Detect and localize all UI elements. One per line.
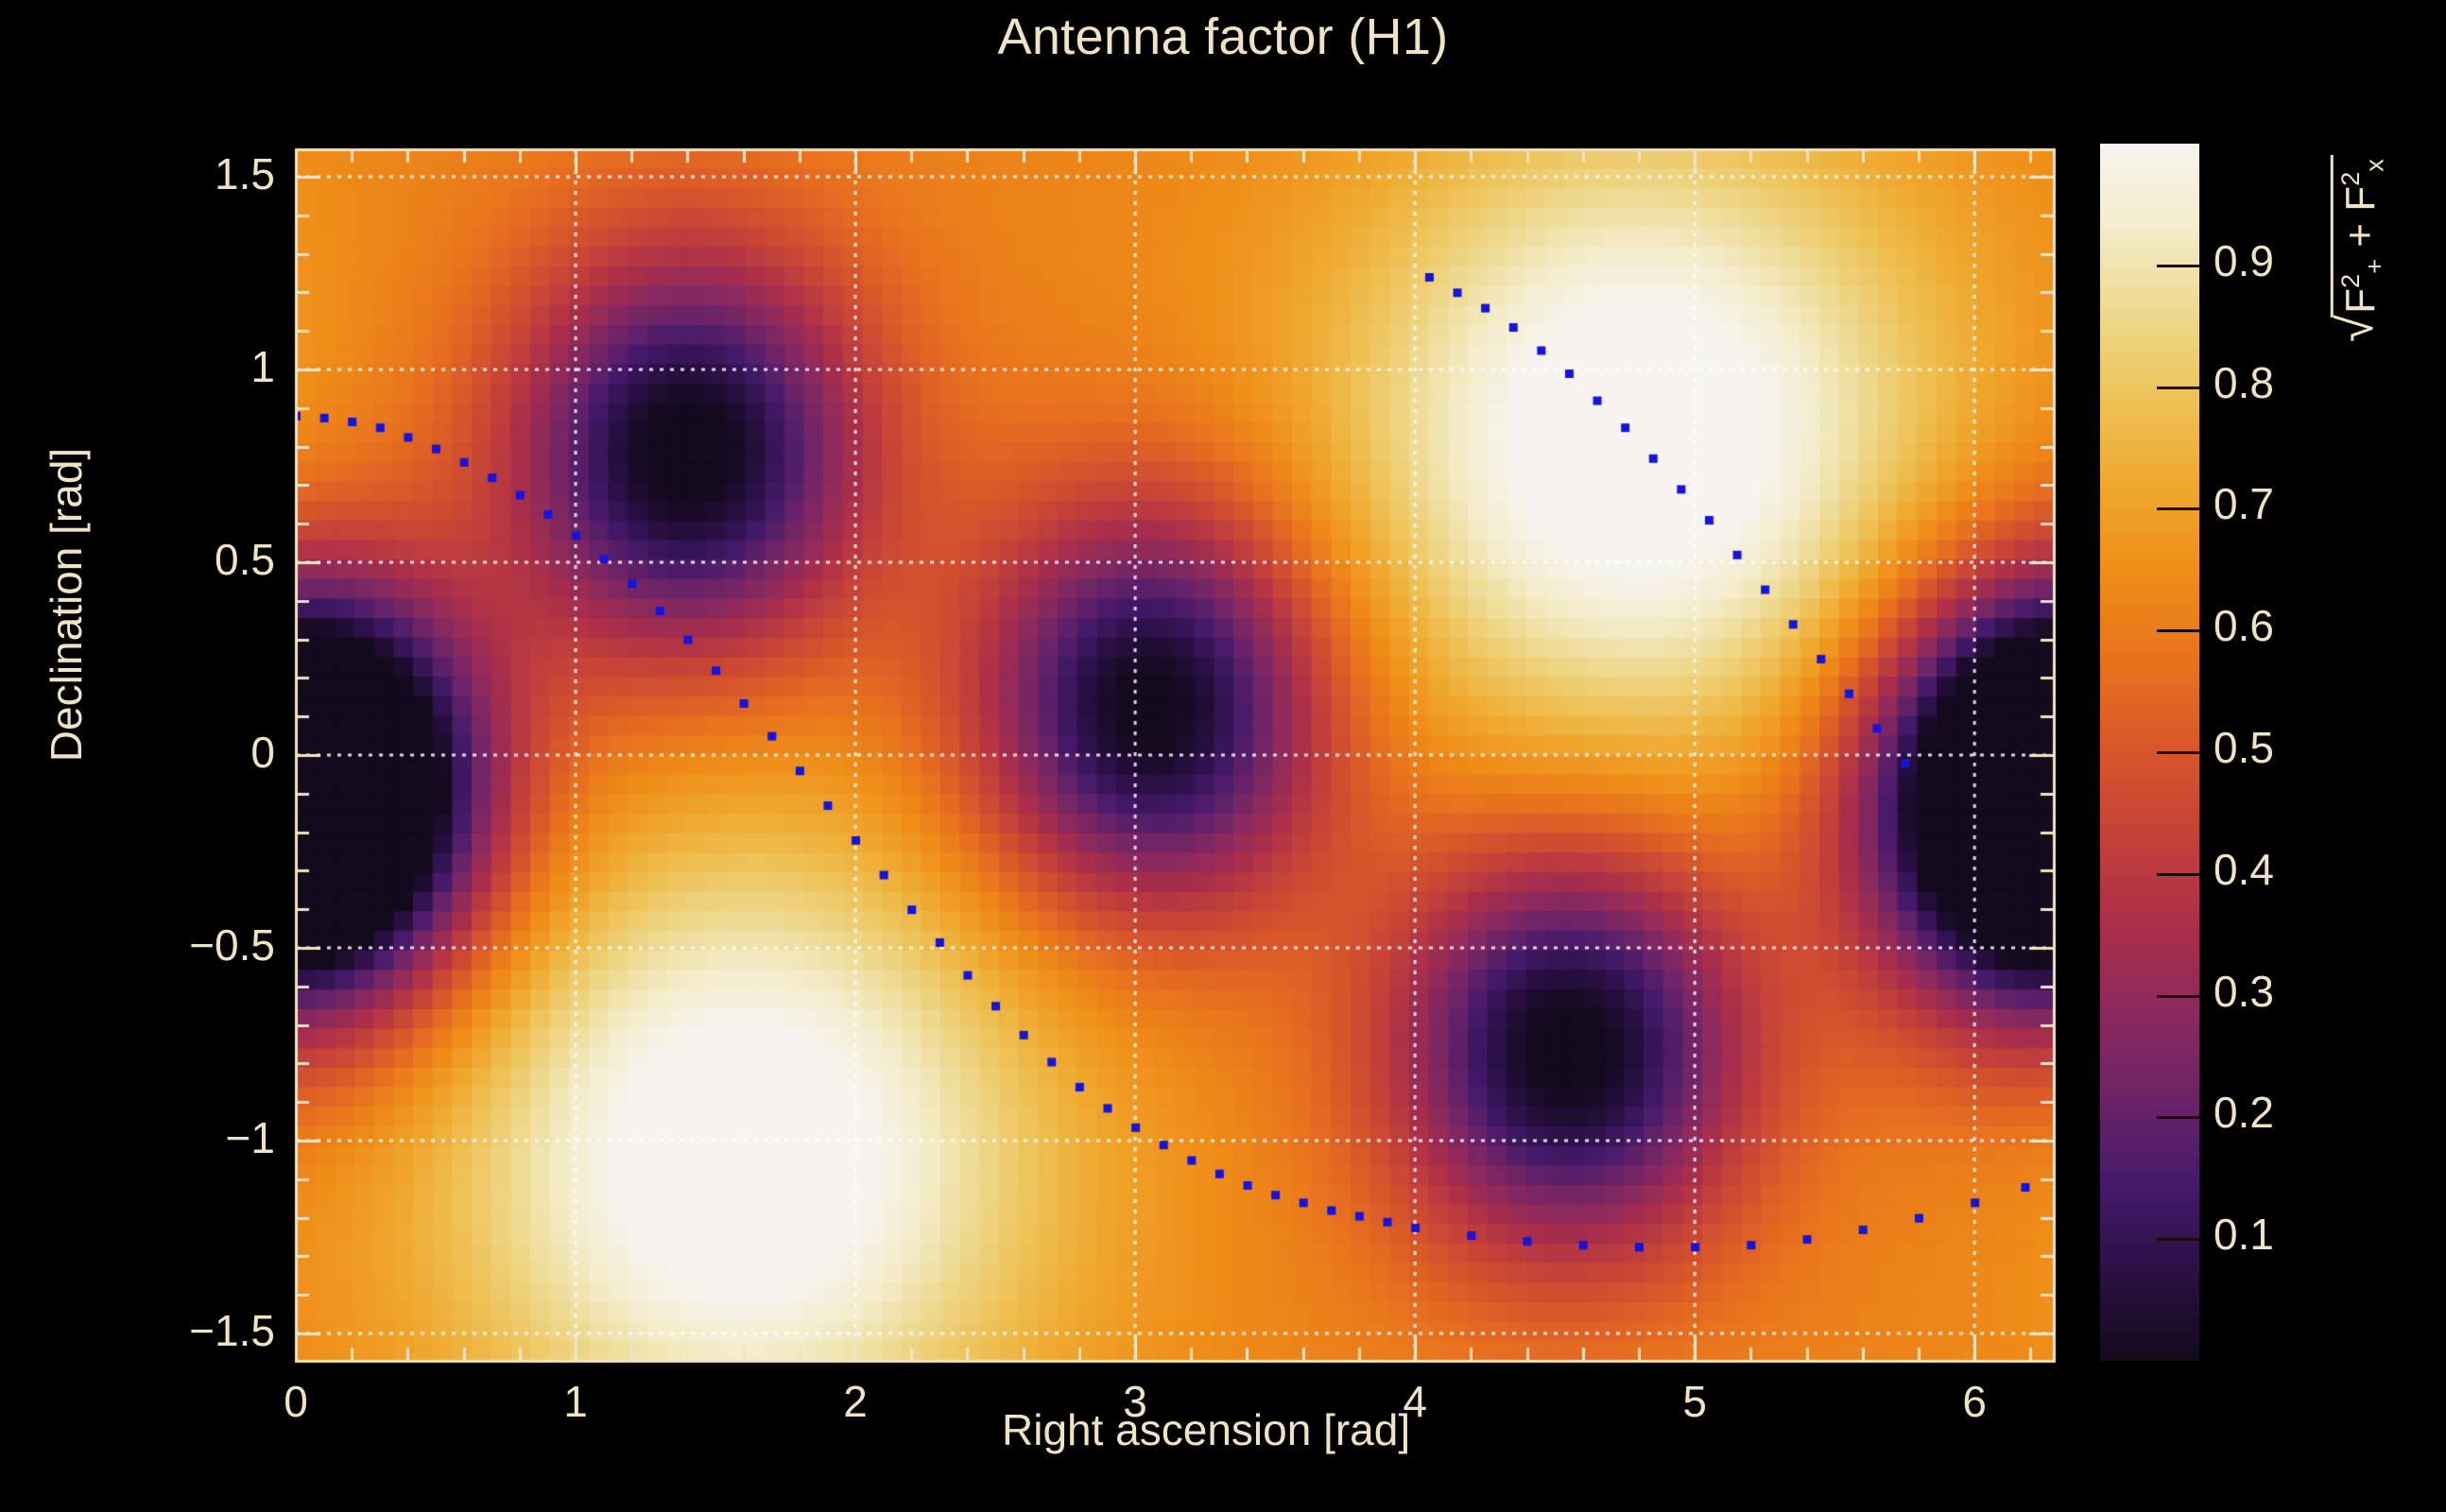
- z-axis-title-label: F2+ + F2x: [2330, 155, 2390, 318]
- color-bar-tick-mark: [2157, 629, 2199, 633]
- x-tick-label: 1: [563, 1377, 588, 1426]
- color-bar-tick-mark: [2157, 507, 2199, 511]
- grid-and-curve-overlay: [296, 149, 2054, 1361]
- color-bar-tick-label: 0.6: [2213, 601, 2274, 651]
- color-bar-tick-label: 0.3: [2213, 966, 2274, 1016]
- z-term-fcross: F2x: [2334, 159, 2389, 212]
- y-tick-label: −1: [225, 1113, 275, 1163]
- color-bar-tick-label: 0.4: [2213, 844, 2274, 894]
- sqrt-icon: F2+ + F2x: [2330, 155, 2390, 318]
- color-bar-tick-label: 0.7: [2213, 479, 2274, 529]
- y-tick-label: −1.5: [189, 1306, 275, 1356]
- x-tick-label: 0: [284, 1377, 308, 1426]
- color-bar-tick-mark: [2157, 994, 2199, 998]
- color-bar-tick-mark: [2157, 1238, 2199, 1242]
- y-tick-label: 1: [250, 341, 275, 391]
- x-tick-label: 2: [843, 1377, 868, 1426]
- y-tick-label: 0.5: [215, 534, 275, 584]
- color-bar-tick-label: 0.9: [2213, 235, 2274, 285]
- y-tick-label: 1.5: [215, 148, 275, 198]
- color-bar[interactable]: [2100, 144, 2199, 1361]
- color-bar-tick-label: 0.1: [2213, 1210, 2274, 1260]
- y-axis-title-label: Declination [rad]: [42, 447, 91, 763]
- y-axis-title: Declination [rad]: [38, 113, 95, 1096]
- color-bar-tick-mark: [2157, 386, 2199, 389]
- color-bar-tick-mark: [2157, 872, 2199, 876]
- z-term-fplus: F2+: [2334, 258, 2389, 314]
- color-bar-tick-label: 0.5: [2213, 723, 2274, 772]
- x-axis-title: Right ascension [rad]: [1002, 1405, 1411, 1454]
- x-tick-label: 5: [1682, 1377, 1707, 1426]
- color-bar-tick-mark: [2157, 751, 2199, 754]
- x-tick-label: 3: [1123, 1377, 1147, 1426]
- page-title: Antenna factor (H1): [997, 9, 1449, 65]
- color-bar-tick-label: 0.8: [2213, 357, 2274, 407]
- x-tick-label: 6: [1962, 1377, 1987, 1426]
- z-axis-title: F2+ + F2x: [2317, 94, 2403, 378]
- color-bar-tick-mark: [2157, 1116, 2199, 1120]
- x-tick-label: 4: [1403, 1377, 1427, 1426]
- color-bar-tick-label: 0.2: [2213, 1088, 2274, 1138]
- z-plus-sign: +: [2336, 211, 2384, 259]
- y-tick-label: −0.5: [189, 920, 275, 971]
- heatmap-plot-area[interactable]: [296, 149, 2054, 1361]
- color-bar-tick-mark: [2157, 264, 2199, 267]
- y-tick-label: 0: [250, 728, 275, 777]
